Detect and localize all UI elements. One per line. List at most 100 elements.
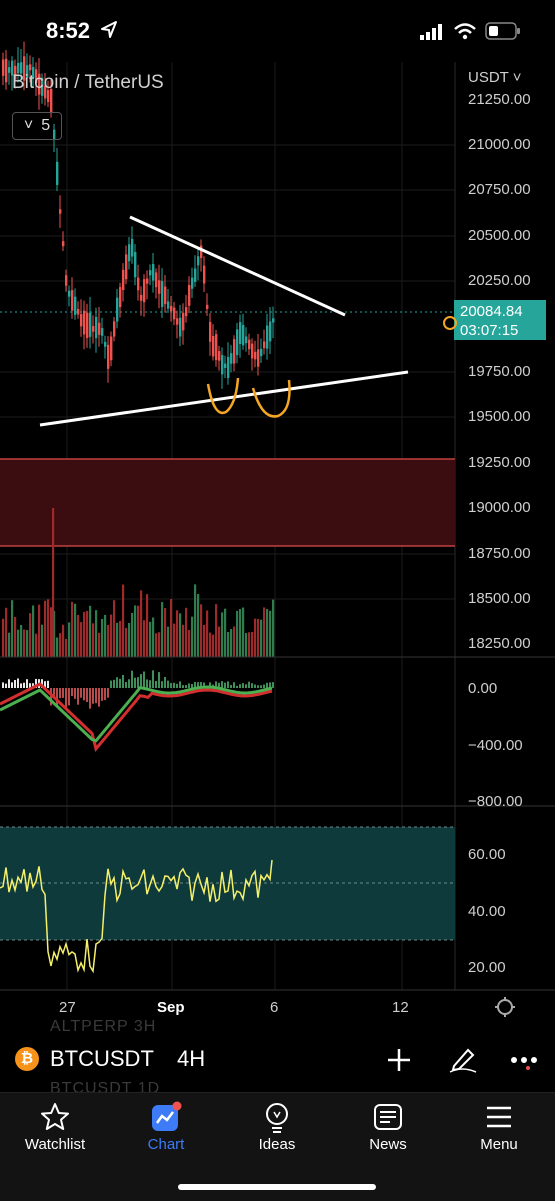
last-price-label: 20084.84 03:07:15 bbox=[454, 300, 546, 340]
candle bbox=[194, 268, 197, 282]
macd-bar bbox=[143, 671, 145, 688]
macd-bar bbox=[269, 682, 271, 688]
macd-bar bbox=[203, 682, 205, 688]
candle bbox=[257, 349, 260, 367]
macd-bar bbox=[137, 677, 139, 688]
star-icon bbox=[41, 1103, 69, 1130]
location-arrow-icon bbox=[101, 21, 117, 38]
drawing-tool-icon[interactable] bbox=[448, 1044, 478, 1074]
macd-bar bbox=[179, 681, 181, 688]
volume-bar bbox=[209, 632, 212, 657]
last-price: 20084.84 bbox=[460, 303, 523, 320]
macd-bar bbox=[47, 680, 49, 688]
volume-bar bbox=[41, 624, 44, 657]
annotation-right-curve bbox=[251, 379, 291, 418]
candle bbox=[200, 245, 203, 258]
candle bbox=[170, 305, 173, 312]
candle bbox=[218, 351, 221, 361]
candle bbox=[251, 343, 254, 359]
candle bbox=[269, 321, 272, 342]
price-tick: 18250.00 bbox=[468, 635, 531, 652]
candle bbox=[71, 290, 74, 311]
volume-bar bbox=[272, 599, 275, 657]
volume-bar bbox=[104, 614, 107, 657]
chart-settings-icon bbox=[495, 997, 515, 1017]
nav-chart[interactable]: Chart bbox=[111, 1100, 221, 1153]
cellular-signal-icon bbox=[420, 24, 442, 40]
volume-bar bbox=[52, 508, 55, 657]
macd-bar bbox=[164, 676, 166, 688]
macd-bar bbox=[41, 679, 43, 688]
volume-bar bbox=[182, 624, 185, 657]
add-icon[interactable] bbox=[386, 1047, 412, 1073]
lightbulb-icon bbox=[266, 1103, 288, 1133]
macd-bar bbox=[56, 688, 58, 707]
volume-bar bbox=[224, 608, 227, 657]
candle bbox=[239, 322, 242, 344]
macd-bar bbox=[227, 681, 229, 688]
macd-signal-line bbox=[0, 682, 273, 753]
rsi-line bbox=[0, 859, 273, 974]
macd-bar bbox=[266, 682, 268, 688]
currency-selector[interactable]: USDT ˅ bbox=[468, 69, 522, 86]
volume-bar bbox=[23, 629, 26, 657]
home-indicator bbox=[178, 1184, 376, 1190]
volume-bar bbox=[176, 610, 179, 657]
macd-bar bbox=[218, 682, 220, 688]
nav-menu[interactable]: Menu bbox=[444, 1100, 554, 1153]
macd-bar bbox=[140, 674, 142, 688]
macd-bar bbox=[194, 681, 196, 688]
annotation-left-curve bbox=[206, 377, 240, 415]
candle bbox=[185, 307, 188, 317]
nav-label: Watchlist bbox=[24, 1136, 86, 1153]
macd-bar bbox=[146, 679, 148, 688]
candle bbox=[164, 286, 167, 305]
timeframe-selector[interactable]: 4H bbox=[177, 1046, 206, 1071]
candle bbox=[263, 341, 266, 349]
candle bbox=[233, 339, 236, 364]
volume-bar bbox=[239, 608, 242, 657]
nav-news[interactable]: News bbox=[333, 1100, 443, 1153]
volume-bar bbox=[149, 621, 152, 657]
volume-bar bbox=[251, 631, 254, 657]
volume-bar bbox=[119, 620, 122, 657]
volume-bar bbox=[35, 633, 38, 657]
volume-bar bbox=[167, 626, 170, 657]
chart-title: Bitcoin / TetherUS bbox=[12, 72, 164, 93]
candle bbox=[80, 314, 83, 327]
candle bbox=[41, 77, 44, 96]
candle bbox=[101, 328, 104, 336]
macd-bar bbox=[23, 682, 25, 688]
macd-bar bbox=[104, 688, 106, 701]
candle bbox=[272, 318, 275, 323]
wifi-icon bbox=[454, 23, 476, 40]
volume-bar bbox=[5, 607, 8, 657]
volume-bar bbox=[197, 594, 200, 657]
volume-bar bbox=[263, 607, 266, 657]
price-chart[interactable] bbox=[0, 0, 555, 1030]
volume-bar bbox=[191, 616, 194, 657]
symbol-selector[interactable]: BTCUSDT bbox=[50, 1046, 154, 1071]
nav-watchlist[interactable]: Watchlist bbox=[0, 1100, 110, 1153]
volume-bar bbox=[101, 618, 104, 657]
volume-bar bbox=[2, 618, 5, 657]
macd-bar bbox=[89, 688, 91, 709]
alert-marker-icon[interactable] bbox=[443, 316, 457, 330]
candle bbox=[95, 316, 98, 339]
nav-label: Ideas bbox=[258, 1136, 296, 1153]
volume-bar bbox=[125, 627, 128, 657]
volume-bar bbox=[32, 605, 35, 657]
volume-bar bbox=[260, 619, 263, 657]
indicator-collapse-button[interactable]: ˅ 5 bbox=[12, 112, 62, 140]
ghost-symbol-above: ALTPERP 3H bbox=[50, 1018, 157, 1035]
candle bbox=[62, 241, 65, 247]
volume-bar bbox=[173, 623, 176, 657]
nav-ideas[interactable]: Ideas bbox=[222, 1100, 332, 1153]
candle bbox=[86, 312, 89, 338]
volume-bar bbox=[203, 624, 206, 657]
resistance-zone bbox=[0, 459, 455, 546]
macd-bar bbox=[65, 688, 67, 708]
candle bbox=[59, 209, 62, 214]
candle bbox=[5, 58, 8, 83]
more-options-icon[interactable] bbox=[510, 1054, 540, 1070]
